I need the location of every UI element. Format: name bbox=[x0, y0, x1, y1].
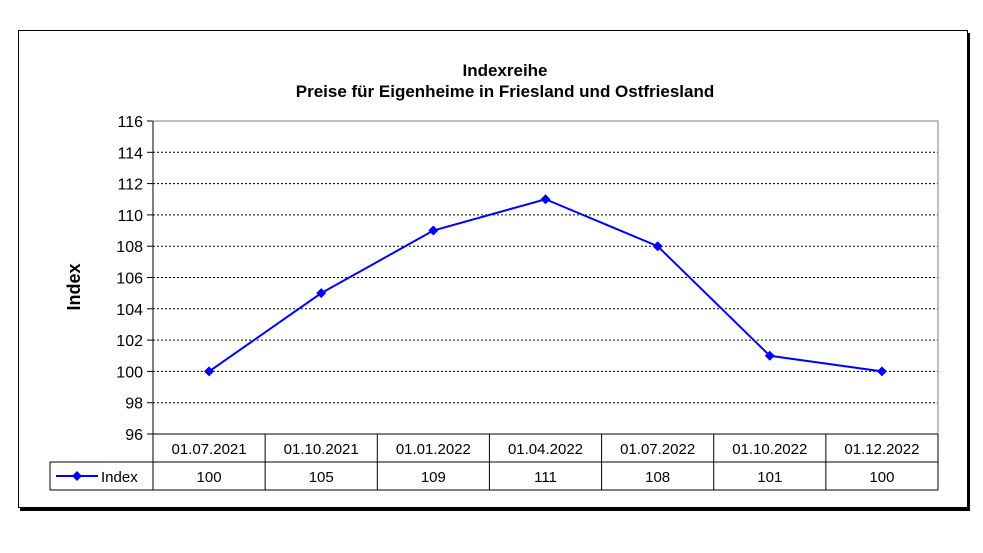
y-tick-label: 112 bbox=[117, 177, 143, 194]
data-table-value: 105 bbox=[309, 469, 334, 486]
data-table-value: 111 bbox=[534, 469, 557, 486]
data-point-marker bbox=[316, 288, 327, 299]
y-tick-label: 102 bbox=[116, 333, 143, 350]
data-table: 01.07.2021 01.10.2021 01.01.2022 01.04.2022… bbox=[49, 433, 939, 491]
x-category-label: 01.01.2022 bbox=[396, 441, 471, 458]
y-tick-label: 108 bbox=[116, 239, 143, 256]
y-tick-label: 114 bbox=[117, 145, 143, 162]
y-axis-label: Index bbox=[64, 263, 84, 310]
data-table-value: 108 bbox=[645, 469, 670, 486]
data-point-marker bbox=[204, 366, 215, 377]
data-point-marker bbox=[652, 241, 663, 252]
y-tick-label: 96 bbox=[125, 427, 143, 444]
data-table-value: 100 bbox=[197, 469, 222, 486]
data-table-value: 109 bbox=[421, 469, 446, 486]
data-point-marker bbox=[876, 366, 887, 377]
chart-subtitle: Preise für Eigenheime in Friesland und O… bbox=[296, 82, 715, 101]
series-line bbox=[208, 198, 883, 373]
x-category-label: 01.10.2022 bbox=[732, 441, 807, 458]
y-tick-label: 98 bbox=[125, 396, 143, 413]
x-category-label: 01.07.2021 bbox=[172, 441, 247, 458]
y-tick-label: 116 bbox=[117, 114, 143, 131]
y-tick-label: 100 bbox=[116, 364, 143, 381]
x-category-label: 01.04.2022 bbox=[508, 441, 583, 458]
data-point-marker bbox=[764, 350, 775, 361]
plot-area: 96 98 100 102 104 106 108 110 112 114 116 bbox=[116, 114, 939, 444]
legend-label: Index bbox=[101, 469, 138, 486]
y-tick-label: 104 bbox=[116, 302, 143, 319]
y-tick-label: 106 bbox=[116, 271, 143, 288]
x-category-label: 01.10.2021 bbox=[284, 441, 359, 458]
chart-title: Indexreihe bbox=[462, 61, 547, 80]
data-point-marker bbox=[428, 225, 439, 236]
legend-marker-icon bbox=[72, 471, 82, 481]
y-tick-label: 110 bbox=[117, 208, 143, 225]
data-point-marker bbox=[540, 194, 551, 205]
chart-frame bbox=[18, 30, 968, 508]
data-table-value: 100 bbox=[869, 469, 894, 486]
data-table-value: 101 bbox=[757, 469, 782, 486]
x-category-label: 01.07.2022 bbox=[620, 441, 695, 458]
x-category-label: 01.12.2022 bbox=[844, 441, 919, 458]
